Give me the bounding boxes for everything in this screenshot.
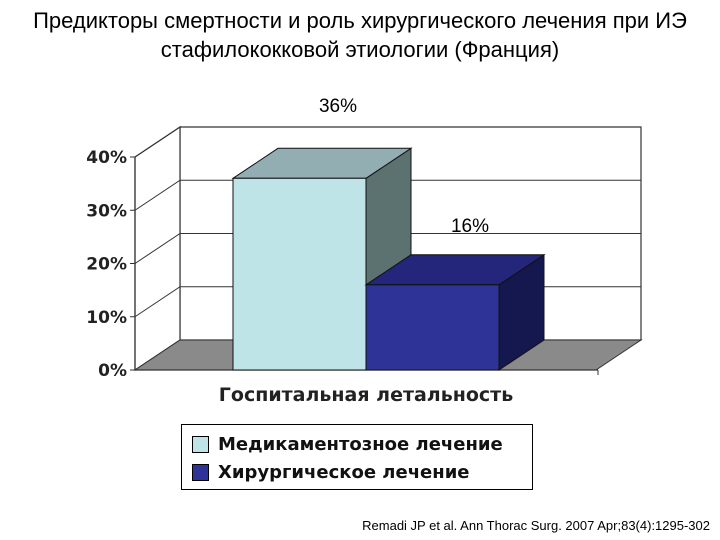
title-line-1: Предикторы смертности и роль хирургическ… — [33, 8, 687, 33]
citation: Remadi JP et al. Ann Thorac Surg. 2007 A… — [362, 518, 710, 533]
bar-chart: 0% 10% 20% 30% 40% 36% 16% Госпитальная летальн… — [86, 96, 643, 406]
y-tick-label: 0% — [98, 361, 127, 381]
legend-swatch-medical — [192, 435, 209, 453]
legend-label-medical: Медикаментозное лечение — [218, 433, 503, 455]
bar-surgical — [365, 284, 500, 371]
y-tick-label: 10% — [86, 308, 127, 328]
chart-legend: Медикаментозное лечение Хирургическое ле… — [181, 424, 533, 490]
chart-title: Предикторы смертности и роль хирургическ… — [0, 6, 720, 64]
y-tick-label: 30% — [86, 201, 127, 221]
x-axis-label: Госпитальная летальность — [219, 384, 513, 406]
gridline — [134, 233, 641, 264]
y-tick-label: 20% — [86, 255, 127, 275]
legend-label-surgical: Хирургическое лечение — [218, 461, 470, 483]
y-tick-label: 40% — [86, 148, 127, 168]
gridline — [134, 179, 641, 211]
legend-item-surgical: Хирургическое лечение — [192, 459, 470, 485]
data-label-medical: 36% — [319, 96, 357, 117]
legend-swatch-surgical — [192, 463, 209, 481]
data-label-surgical: 16% — [451, 216, 489, 237]
gridline — [134, 126, 641, 158]
bar-medical — [232, 177, 367, 371]
legend-item-medical: Медикаментозное лечение — [192, 431, 503, 457]
title-line-2: стафилококковой этиологии (Франция) — [160, 37, 560, 62]
